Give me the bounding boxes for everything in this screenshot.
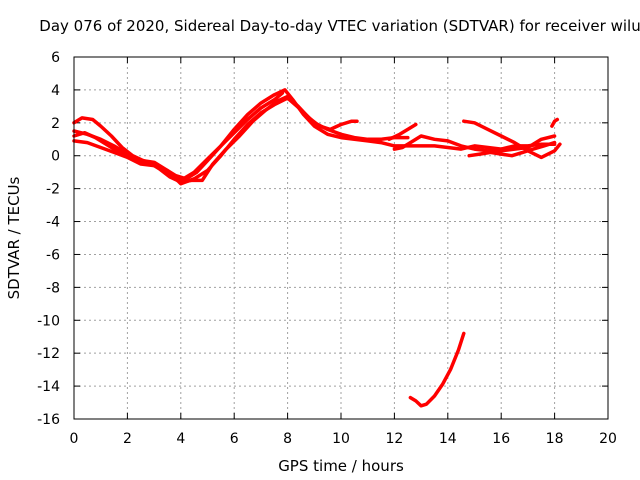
series-line-3 [72, 96, 410, 186]
x-tick-label: 12 [385, 431, 403, 447]
grid [74, 57, 608, 419]
y-tick-label: -6 [46, 247, 60, 263]
x-tick-label: 4 [176, 431, 185, 447]
x-tick-label: 14 [439, 431, 457, 447]
series-line-7 [462, 119, 562, 160]
x-tick-label: 18 [546, 431, 564, 447]
series-line-4 [72, 91, 285, 183]
y-tick-label: 4 [51, 83, 60, 99]
x-tick-label: 16 [492, 431, 510, 447]
x-tick-label: 2 [123, 431, 132, 447]
y-axis-label: SDTVAR / TECUs [5, 176, 23, 299]
series-line-9 [550, 117, 560, 128]
y-tick-label: -10 [37, 313, 60, 329]
y-tick-label: -12 [37, 346, 60, 362]
y-tick-label: -8 [46, 280, 60, 296]
series-line-10 [408, 331, 466, 408]
series-line-6 [387, 122, 418, 142]
x-tick-label: 8 [283, 431, 292, 447]
x-tick-label: 20 [599, 431, 617, 447]
y-tick-label: -14 [37, 379, 60, 395]
axis-ticks: 0 2 4 6 8 10 12 14 16 18 206420-2-4-6-8-10-12-14-1… [37, 50, 617, 447]
y-tick-label: -16 [37, 412, 60, 428]
series-line-8 [467, 140, 557, 158]
chart-title: Day 076 of 2020, Sidereal Day-to-day VTE… [39, 17, 640, 35]
y-tick-label: 6 [51, 50, 60, 66]
plot-frame [73, 56, 609, 420]
x-axis-label: GPS time / hours [278, 457, 404, 475]
data-series [72, 88, 562, 408]
x-tick-label: 6 [230, 431, 239, 447]
x-tick-label: 10 [332, 431, 350, 447]
y-tick-label: 0 [51, 149, 60, 165]
y-tick-label: -4 [46, 215, 60, 231]
y-tick-label: -2 [46, 182, 60, 198]
y-tick-label: 2 [51, 116, 60, 132]
x-tick-label: 0 [70, 431, 79, 447]
